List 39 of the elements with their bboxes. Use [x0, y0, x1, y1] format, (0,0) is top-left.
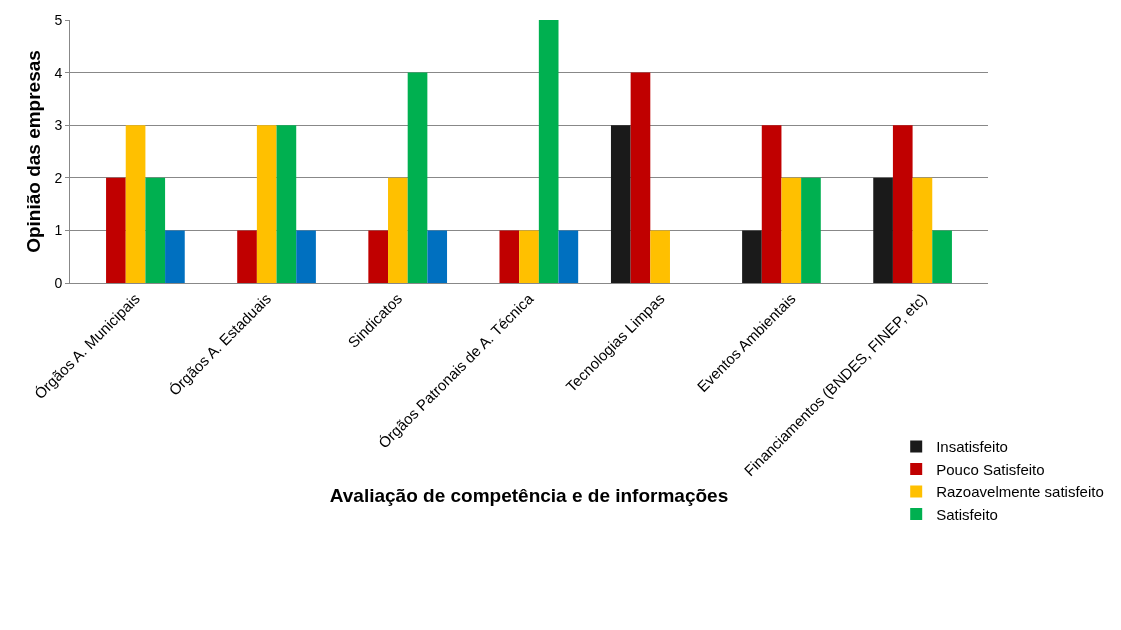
bar — [256, 125, 277, 283]
bar — [276, 125, 297, 283]
y-axis-title: Opinião das empresas — [23, 50, 45, 253]
y-tick-label: 5 — [54, 11, 63, 28]
bar — [145, 177, 166, 283]
bar — [538, 20, 559, 283]
bar — [237, 230, 257, 283]
y-tick-label: 2 — [54, 169, 63, 186]
bar — [368, 230, 389, 283]
bar — [761, 125, 782, 283]
bar — [499, 230, 520, 283]
legend-label: Satisfeito — [936, 505, 998, 523]
bar — [912, 177, 933, 283]
bar — [165, 230, 185, 283]
bar — [781, 177, 802, 283]
bar — [388, 177, 408, 283]
legend-label: Insatisfeito — [936, 438, 1008, 456]
bar — [873, 177, 893, 283]
bar — [630, 72, 651, 283]
legend-label: Razoavelmente satisfeito — [936, 483, 1104, 501]
bar — [742, 230, 762, 283]
bar — [106, 177, 126, 283]
bar — [427, 230, 448, 283]
bar — [125, 125, 146, 283]
bar — [650, 230, 670, 283]
legend-label: Pouco Satisfeito — [936, 460, 1045, 478]
bar — [932, 230, 952, 283]
bar — [296, 230, 316, 283]
bar — [558, 230, 579, 283]
bar — [801, 177, 821, 283]
y-tick-label: 0 — [54, 274, 63, 291]
bar — [519, 230, 539, 283]
bar — [892, 125, 913, 283]
y-tick-label: 4 — [54, 64, 63, 81]
bar — [610, 125, 631, 283]
bar — [407, 72, 428, 283]
y-tick-label: 3 — [54, 117, 63, 134]
x-axis-title: Avaliação de competência e de informações — [329, 484, 729, 506]
y-tick-label: 1 — [54, 222, 63, 239]
